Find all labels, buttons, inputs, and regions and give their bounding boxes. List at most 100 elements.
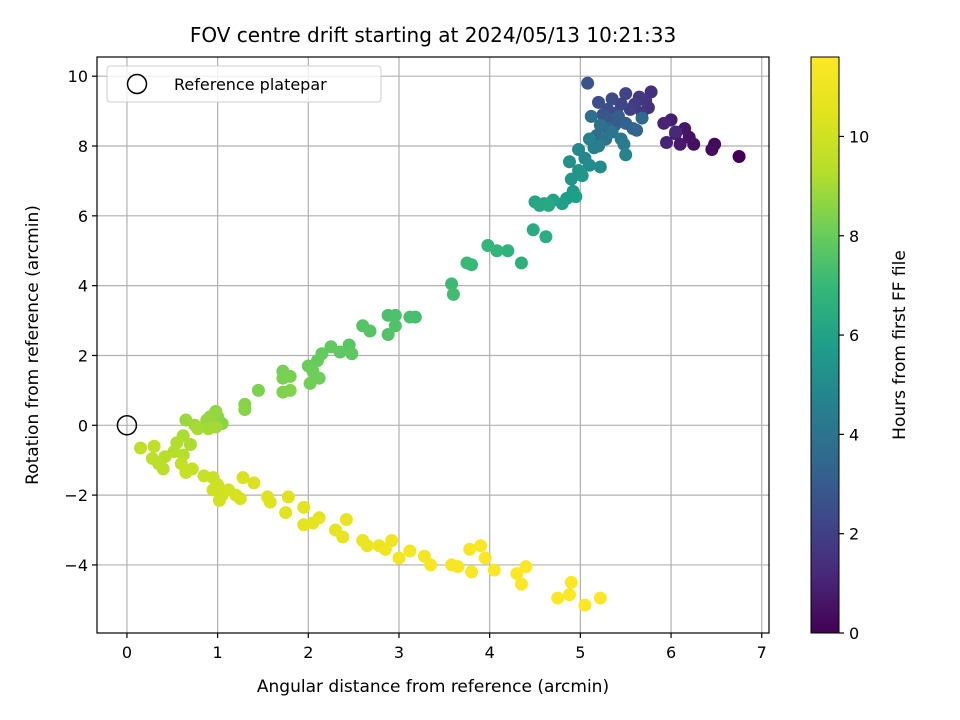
data-point: [657, 116, 671, 130]
data-point: [593, 160, 607, 174]
y-tick-label: 2: [78, 346, 88, 365]
data-point: [673, 137, 687, 151]
data-point: [562, 155, 576, 169]
y-tick-label: 10: [68, 67, 88, 86]
colorbar-tick-label: 4: [849, 425, 859, 444]
data-point: [617, 137, 631, 151]
data-point: [247, 476, 261, 490]
data-point: [619, 148, 633, 162]
data-point: [660, 136, 674, 150]
data-point: [510, 567, 524, 581]
data-point: [605, 92, 619, 106]
data-point: [403, 310, 417, 324]
data-point: [593, 118, 607, 132]
x-axis-label: Angular distance from reference (arcmin): [257, 677, 609, 697]
data-point: [191, 422, 205, 436]
y-tick-label: 0: [78, 416, 88, 435]
colorbar-tick-label: 2: [849, 525, 859, 544]
data-point: [481, 239, 495, 253]
data-point: [297, 500, 311, 514]
colorbar: [810, 56, 840, 634]
data-point: [388, 319, 402, 333]
data-point: [605, 125, 619, 139]
data-point: [519, 560, 533, 574]
colorbar-tick-label: 6: [849, 326, 859, 345]
colorbar-label: Hours from first FF file: [890, 250, 910, 440]
chart-title: FOV centre drift starting at 2024/05/13 …: [190, 23, 676, 47]
legend-label: Reference platepar: [174, 75, 327, 94]
x-tick-label: 5: [575, 643, 585, 662]
data-point: [705, 143, 719, 157]
data-point: [562, 588, 576, 602]
colorbar-tick-label: 10: [849, 127, 869, 146]
data-point: [575, 169, 589, 183]
data-point: [474, 539, 488, 553]
data-point: [514, 577, 528, 591]
data-point: [145, 451, 159, 465]
data-point: [233, 492, 247, 506]
y-axis-label: Rotation from reference (arcmin): [23, 205, 43, 485]
data-point: [533, 198, 547, 212]
data-point: [551, 591, 565, 605]
x-tick-label: 7: [757, 643, 767, 662]
x-tick-label: 2: [303, 643, 313, 662]
data-point: [385, 533, 399, 547]
data-point: [183, 437, 197, 451]
data-point: [465, 565, 479, 579]
data-point: [572, 143, 586, 157]
data-point: [263, 495, 277, 509]
data-point: [539, 230, 553, 244]
legend-marker: [126, 73, 148, 95]
y-tick-label: 6: [78, 207, 88, 226]
data-point: [514, 256, 528, 270]
data-point: [478, 551, 492, 565]
colorbar-tick-label: 0: [849, 624, 859, 643]
reference-platepar-marker: [116, 415, 138, 436]
data-point: [403, 544, 417, 558]
plot-frame: [96, 56, 770, 634]
data-point: [635, 111, 649, 125]
data-point: [732, 149, 746, 163]
data-points: [134, 76, 746, 612]
legend: Reference platepar: [106, 65, 382, 103]
data-point: [445, 277, 459, 291]
data-point: [593, 591, 607, 605]
data-point: [283, 383, 297, 397]
colorbar-tick-label: 8: [849, 227, 859, 246]
data-point: [381, 328, 395, 342]
data-point: [303, 376, 317, 390]
x-axis-ticks: 0 1 2 3 4 5 6 7: [122, 633, 767, 662]
data-point: [578, 598, 592, 612]
data-point: [336, 530, 350, 544]
data-point: [279, 506, 293, 520]
data-point: [582, 132, 596, 146]
data-point: [345, 347, 359, 361]
data-point: [501, 244, 515, 258]
data-point: [584, 109, 598, 123]
data-point: [581, 76, 595, 90]
x-tick-label: 4: [485, 643, 495, 662]
x-tick-label: 0: [122, 643, 132, 662]
data-point: [185, 462, 199, 476]
data-point: [592, 95, 606, 109]
data-point: [451, 560, 465, 574]
data-point: [388, 308, 402, 322]
y-tick-label: 8: [78, 137, 88, 156]
data-point: [360, 539, 374, 553]
colorbar-ticks: 0 2 4 6 8 10: [839, 127, 869, 643]
data-point: [424, 558, 438, 572]
x-tick-label: 3: [394, 643, 404, 662]
data-point: [251, 383, 265, 397]
legend-box: [106, 65, 382, 103]
data-point: [363, 324, 377, 338]
y-tick-label: −4: [64, 556, 88, 575]
data-point: [392, 551, 406, 565]
x-tick-label: 1: [213, 643, 223, 662]
y-axis-ticks: −4 −2 0 2 4 6 8 10: [64, 67, 97, 575]
data-point: [569, 190, 583, 204]
data-point: [564, 172, 578, 186]
x-tick-label: 6: [666, 643, 676, 662]
data-point: [212, 493, 226, 507]
data-point: [564, 575, 578, 589]
data-point: [526, 223, 540, 237]
